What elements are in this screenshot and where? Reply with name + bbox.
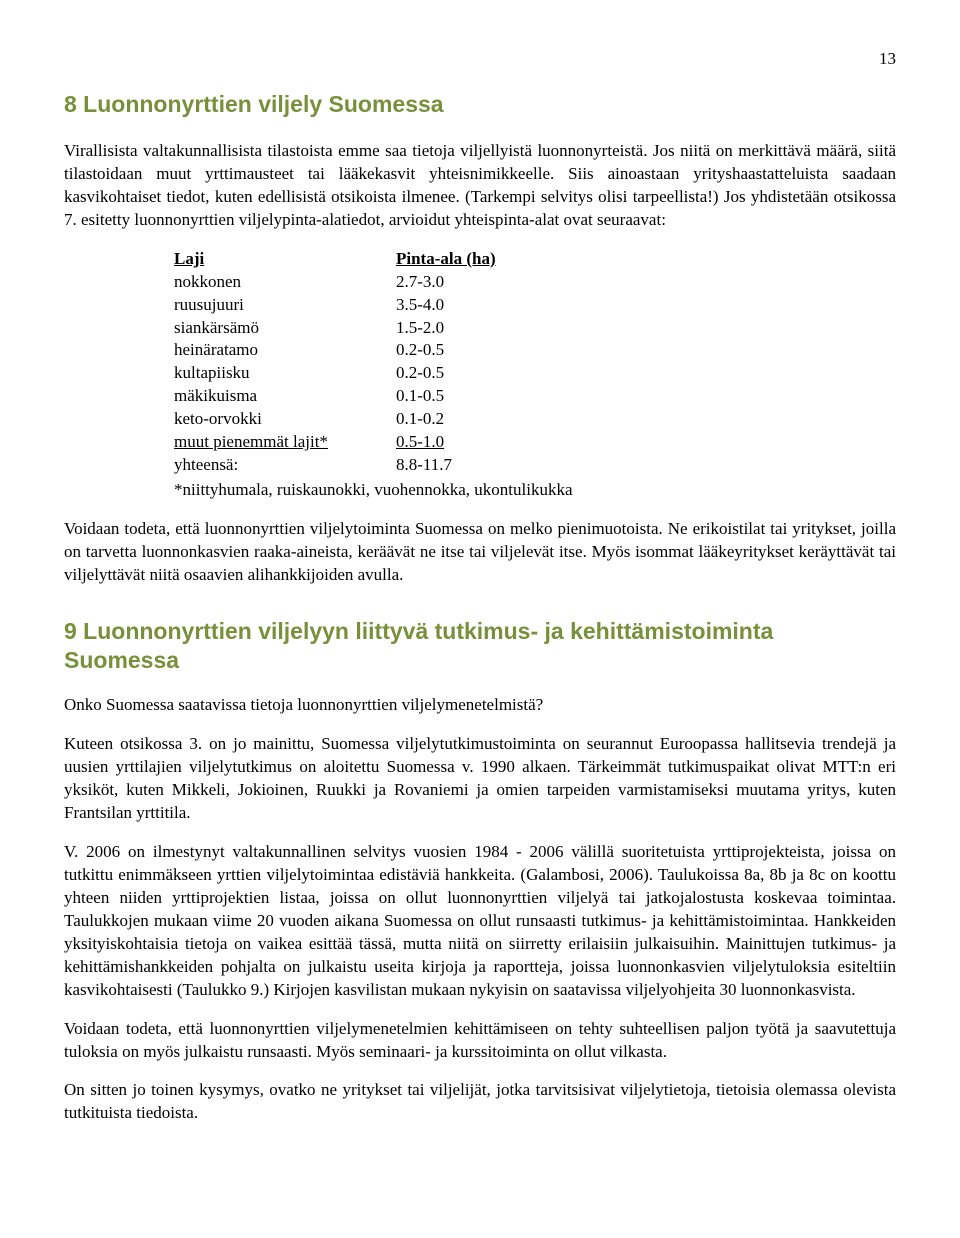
species-value: 0.1-0.2 [396,408,508,431]
species-value: 2.7-3.0 [396,271,508,294]
species-label: mäkikuisma [174,385,396,408]
species-label: keto-orvokki [174,408,396,431]
table-row: siankärsämö 1.5-2.0 [174,317,508,340]
species-label: kultapiisku [174,362,396,385]
total-value: 8.8-11.7 [396,454,508,477]
table-row: nokkonen 2.7-3.0 [174,271,508,294]
muut-label: muut pienemmät lajit* [174,432,328,451]
section9-title: 9 Luonnonyrttien viljelyyn liittyvä tutk… [64,617,896,675]
species-label: siankärsämö [174,317,396,340]
section8-title: 8 Luonnonyrttien viljely Suomessa [64,89,896,120]
table-row: ruusujuuri 3.5-4.0 [174,294,508,317]
section9-title-line2: Suomessa [64,647,179,673]
table-footnote: *niittyhumala, ruiskaunokki, vuohennokka… [174,479,896,502]
total-label: yhteensä: [174,454,396,477]
species-value: 0.2-0.5 [396,362,508,385]
section9-para1: Onko Suomessa saatavissa tietoja luonnon… [64,694,896,717]
table-row-muut: muut pienemmät lajit* 0.5-1.0 [174,431,508,454]
species-value: 0.1-0.5 [396,385,508,408]
section8-para1: Virallisista valtakunnallisista tilastoi… [64,140,896,232]
table-row: mäkikuisma 0.1-0.5 [174,385,508,408]
species-value: 1.5-2.0 [396,317,508,340]
section9-title-line1: 9 Luonnonyrttien viljelyyn liittyvä tutk… [64,618,773,644]
species-value: 3.5-4.0 [396,294,508,317]
section9-para3: V. 2006 on ilmestynyt valtakunnallinen s… [64,841,896,1002]
table-header: Laji Pinta-ala (ha) [174,248,508,271]
table-row: heinäratamo 0.2-0.5 [174,339,508,362]
species-value: 0.2-0.5 [396,339,508,362]
species-label: ruusujuuri [174,294,396,317]
col-laji-header: Laji [174,248,396,271]
page-number: 13 [64,48,896,71]
section9-para5: On sitten jo toinen kysymys, ovatko ne y… [64,1079,896,1125]
section9-para2: Kuteen otsikossa 3. on jo mainittu, Suom… [64,733,896,825]
col-pinta-header: Pinta-ala (ha) [396,248,508,271]
species-label: heinäratamo [174,339,396,362]
section8-para2: Voidaan todeta, että luonnonyrttien vilj… [64,518,896,587]
species-table: Laji Pinta-ala (ha) nokkonen 2.7-3.0 ruu… [174,248,896,502]
section9-para4: Voidaan todeta, että luonnonyrttien vilj… [64,1018,896,1064]
table-row: keto-orvokki 0.1-0.2 [174,408,508,431]
species-label: nokkonen [174,271,396,294]
table-row: kultapiisku 0.2-0.5 [174,362,508,385]
table-row-total: yhteensä: 8.8-11.7 [174,454,508,477]
muut-value: 0.5-1.0 [396,432,444,451]
